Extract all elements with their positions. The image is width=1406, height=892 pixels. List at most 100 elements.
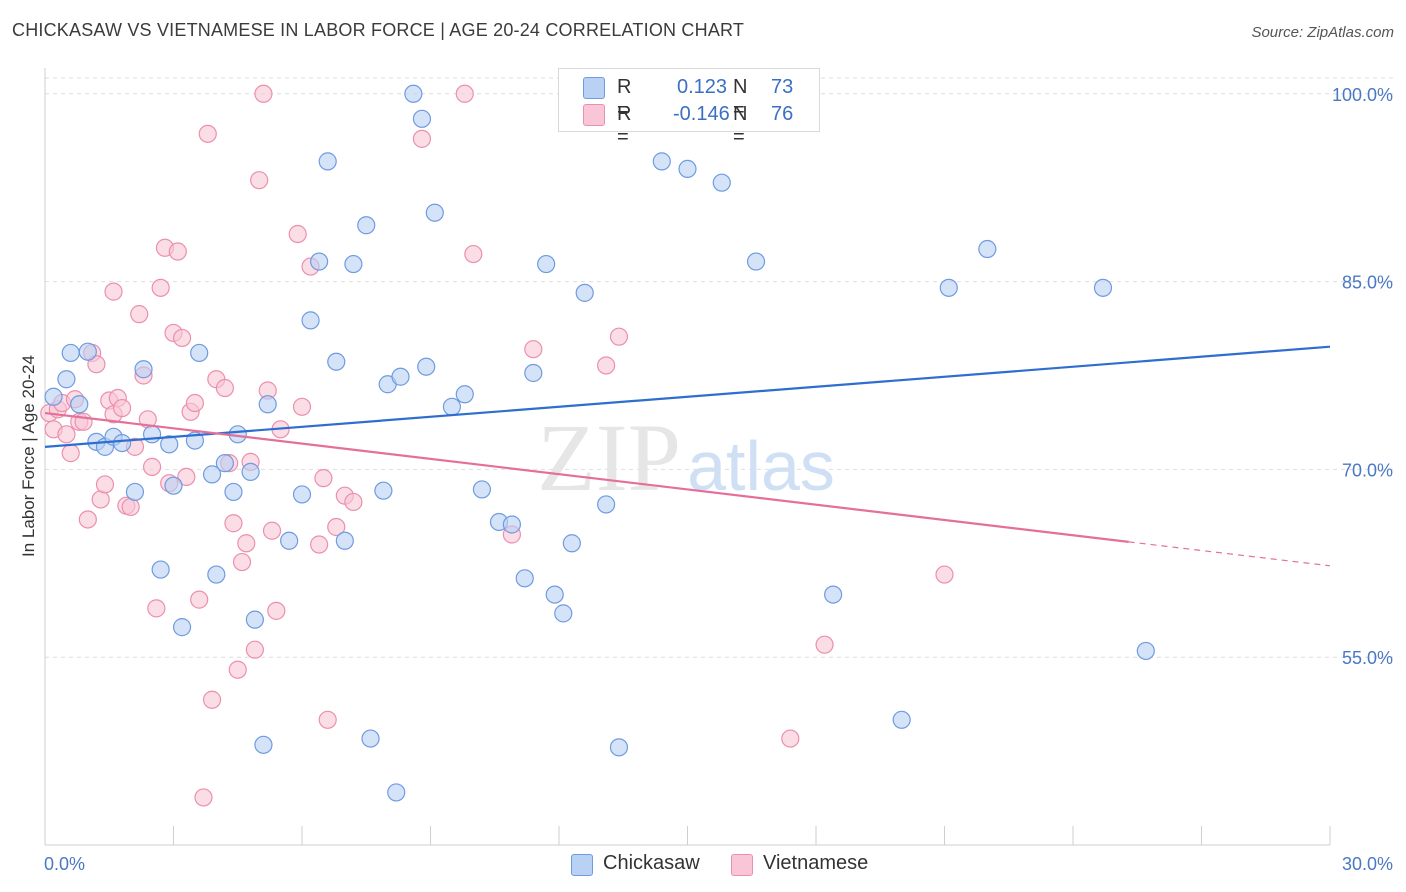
chickasaw-point xyxy=(978,239,997,259)
chickasaw-point xyxy=(44,387,63,406)
vietnamese-point xyxy=(147,599,166,618)
vietnamese-point xyxy=(254,84,273,103)
vietnamese-point xyxy=(190,590,209,609)
x-tick-label: 0.0% xyxy=(44,854,85,874)
vietnamese-trend-line xyxy=(44,411,1129,543)
vietnamese-point xyxy=(310,535,329,554)
vietnamese-point xyxy=(172,328,192,348)
n-label: N = xyxy=(733,103,748,148)
chickasaw-point xyxy=(412,109,432,128)
chickasaw-point xyxy=(387,783,406,802)
vietnamese-point xyxy=(91,490,110,509)
vietnamese-point xyxy=(597,356,616,375)
vietnamese-point xyxy=(121,497,140,517)
vietnamese-point xyxy=(464,244,483,264)
vietnamese-point xyxy=(61,444,80,463)
vietnamese-point xyxy=(215,378,234,398)
vietnamese-point xyxy=(524,340,543,359)
watermark: ZIPatlas xyxy=(537,404,835,511)
vietnamese-point xyxy=(151,278,170,297)
chickasaw-point xyxy=(151,560,170,579)
vietnamese-point xyxy=(245,640,264,659)
chickasaw-point xyxy=(292,485,312,504)
vietnamese-point xyxy=(104,282,123,301)
vietnamese-point xyxy=(57,425,76,444)
chickasaw-point xyxy=(652,152,671,171)
chickasaw-points xyxy=(44,84,1155,802)
chickasaw-point xyxy=(254,735,273,754)
y-tick-label: 100.0% xyxy=(1332,85,1393,105)
chickasaw-point xyxy=(57,370,76,389)
chickasaw-point xyxy=(417,357,436,376)
y-axis-label: In Labor Force | Age 20-24 xyxy=(19,355,38,557)
chickasaw-point xyxy=(425,203,444,222)
vietnamese-point xyxy=(292,397,312,416)
chickasaw-point xyxy=(301,311,320,330)
vietnamese-point xyxy=(168,242,187,261)
r-value: 0.123 xyxy=(677,76,728,98)
trend-lines xyxy=(44,345,1331,567)
axes xyxy=(44,68,1331,846)
chickasaw-point xyxy=(335,531,354,550)
chickasaw-point xyxy=(442,397,462,416)
chickasaw-point xyxy=(524,363,543,383)
vietnamese-point xyxy=(935,565,954,584)
chickasaw-label: Chickasaw xyxy=(603,852,700,874)
chickasaw-trend-line xyxy=(44,345,1331,448)
n-label: N = xyxy=(733,76,748,121)
chickasaw-point xyxy=(142,425,162,444)
vietnamese-point xyxy=(412,129,432,148)
vietnamese-swatch xyxy=(583,104,605,126)
vietnamese-point xyxy=(232,552,252,572)
chickasaw-point xyxy=(207,565,226,584)
n-value: 73 xyxy=(771,76,794,98)
chickasaw-point xyxy=(245,610,264,629)
correlation-legend: R = 0.123 N = 73 R = -0.146 N = 76 xyxy=(558,68,820,148)
y-tick-label: 70.0% xyxy=(1342,460,1393,480)
chickasaw-point xyxy=(190,343,209,363)
chickasaw-point xyxy=(472,480,491,499)
chickasaw-point xyxy=(112,433,132,453)
vietnamese-point xyxy=(314,469,333,488)
chickasaw-point xyxy=(164,476,183,495)
chickasaw-point xyxy=(280,531,299,550)
chickasaw-point xyxy=(125,482,145,502)
chickasaw-point xyxy=(597,495,616,514)
chickasaw-point xyxy=(391,367,410,386)
r-value: -0.146 xyxy=(673,103,730,125)
vietnamese-point xyxy=(177,467,196,487)
y-tick-label: 55.0% xyxy=(1342,648,1393,668)
chickasaw-point xyxy=(502,515,521,534)
n-value: 76 xyxy=(771,103,794,125)
chickasaw-point xyxy=(374,481,393,500)
vietnamese-point xyxy=(228,660,247,679)
chickasaw-point xyxy=(892,710,911,729)
vietnamese-point xyxy=(142,457,162,476)
vietnamese-point xyxy=(344,492,363,512)
vietnamese-point xyxy=(237,534,256,553)
chickasaw-point xyxy=(310,252,329,271)
x-tick-label: 30.0% xyxy=(1342,854,1393,874)
vietnamese-point xyxy=(202,690,222,709)
chickasaw-point xyxy=(562,534,581,553)
vietnamese-trend-line-extension xyxy=(1128,541,1331,567)
chickasaw-point xyxy=(824,585,843,604)
chickasaw-point xyxy=(609,738,629,757)
r-label: R = xyxy=(617,103,632,148)
chickasaw-point xyxy=(678,159,697,179)
chickasaw-point xyxy=(404,84,423,103)
chickasaw-point xyxy=(545,585,564,604)
vietnamese-point xyxy=(609,327,629,346)
gridlines xyxy=(45,77,1394,658)
chickasaw-point xyxy=(61,343,80,363)
vietnamese-point xyxy=(112,398,132,418)
vietnamese-point xyxy=(455,84,474,103)
y-tick-label: 85.0% xyxy=(1342,273,1393,293)
vietnamese-point xyxy=(95,475,115,494)
chickasaw-swatch xyxy=(583,77,605,99)
chickasaw-point xyxy=(215,454,234,473)
chickasaw-point xyxy=(160,435,179,454)
tick-labels: 55.0% 70.0% 85.0% 100.0% 0.0% 30.0% xyxy=(44,85,1393,874)
chickasaw-point xyxy=(258,395,277,414)
